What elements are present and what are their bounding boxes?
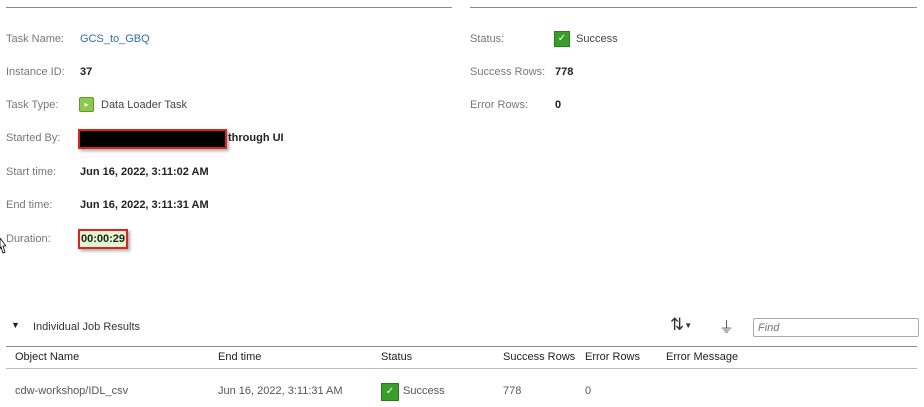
error-rows-value: 0 — [555, 99, 562, 111]
column-header[interactable]: End time — [218, 351, 262, 363]
started-by-suffix: through UI — [228, 132, 284, 144]
success-rows-value: 778 — [555, 66, 574, 78]
duration-label: Duration: — [6, 233, 51, 245]
find-input[interactable] — [753, 318, 919, 337]
data-loader-icon: ▸ — [79, 97, 94, 112]
column-header[interactable]: Success Rows — [503, 351, 576, 363]
duration-value: 00:00:29 — [78, 229, 129, 249]
success-check-icon: ✓ — [554, 31, 570, 47]
section-title: Individual Job Results — [33, 321, 141, 333]
end-time-value: Jun 16, 2022, 3:11:31 AM — [80, 199, 209, 211]
task-type-label: Task Type: — [6, 99, 59, 111]
divider — [6, 368, 917, 369]
task-name-label: Task Name: — [6, 33, 65, 45]
start-time-label: Start time: — [6, 166, 57, 178]
status-cell: Success — [403, 385, 445, 397]
error-rows-cell: 0 — [585, 385, 592, 397]
instance-id-value: 37 — [80, 66, 93, 78]
mouse-cursor-icon — [0, 238, 6, 254]
collapse-triangle-icon[interactable]: ▼ — [11, 320, 20, 330]
start-time-value: Jun 16, 2022, 3:11:02 AM — [80, 166, 209, 178]
object-name-cell: cdw-workshop/IDL_csv — [15, 385, 129, 397]
column-header[interactable]: Status — [381, 351, 413, 363]
success-rows-cell: 778 — [503, 385, 522, 397]
task-name-link[interactable]: GCS_to_GBQ — [80, 33, 150, 45]
task-type-value: Data Loader Task — [101, 99, 188, 111]
column-header[interactable]: Object Name — [15, 351, 80, 363]
instance-id-label: Instance ID: — [6, 66, 65, 78]
redacted-user — [78, 129, 227, 149]
error-rows-label: Error Rows: — [470, 99, 529, 111]
success-check-icon: ✓ — [381, 383, 399, 401]
filter-icon[interactable]: ⏚ — [719, 319, 735, 336]
end-time-label: End time: — [6, 199, 53, 211]
divider — [470, 7, 917, 8]
status-label: Status: — [470, 33, 505, 45]
sort-icon[interactable]: ⇅▼ — [670, 315, 693, 334]
success-rows-label: Success Rows: — [470, 66, 546, 78]
status-value: Success — [576, 33, 618, 45]
column-header[interactable]: Error Message — [666, 351, 739, 363]
column-header[interactable]: Error Rows — [585, 351, 641, 363]
end-time-cell: Jun 16, 2022, 3:11:31 AM — [218, 385, 343, 397]
divider — [6, 346, 917, 347]
started-by-label: Started By: — [6, 132, 61, 144]
divider — [6, 7, 452, 8]
